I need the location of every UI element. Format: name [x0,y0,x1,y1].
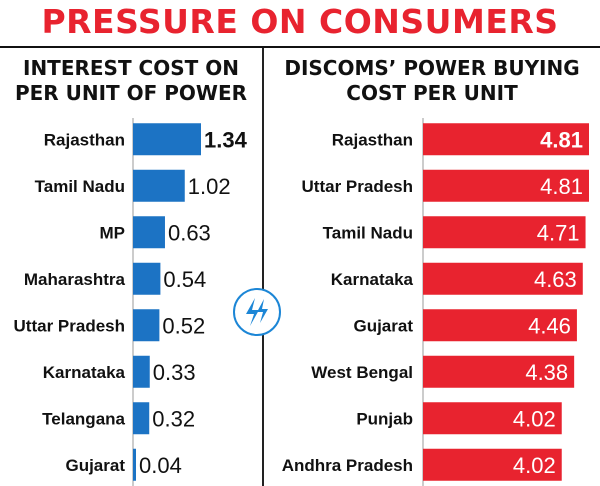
power-buying-panel-title: DISCOMS’ POWER BUYING COST PER UNIT [284,56,580,105]
right-bar [423,309,577,342]
left-category-label: MP [100,223,126,242]
right-bar [423,169,589,202]
right-value-label: 4.02 [513,453,556,478]
left-category-label: Rajasthan [44,130,125,149]
left-value-label: 0.52 [162,313,205,338]
right-value-label: 4.81 [540,127,583,152]
title-divider [0,46,600,48]
right-value-label: 4.71 [537,220,580,245]
right-bar [423,402,562,435]
left-value-label: 0.32 [152,406,195,431]
chart-title: PRESSURE ON CONSUMERS [41,2,559,41]
right-category-label: Uttar Pradesh [302,177,413,196]
left-value-label: 0.33 [153,360,196,385]
left-category-label: Telangana [42,409,125,428]
left-value-label: 0.04 [139,453,182,478]
right-bar [423,123,589,156]
lightning-bolt-icon [233,288,281,336]
left-bar [133,402,150,435]
right-bar [423,216,586,249]
left-bar [133,355,150,388]
left-bar [133,123,201,156]
left-value-label: 1.34 [204,127,248,152]
left-category-label: Tamil Nadu [35,177,125,196]
left-value-label: 0.63 [168,220,211,245]
right-category-label: West Bengal [311,363,413,382]
left-category-label: Maharashtra [24,270,126,289]
left-category-label: Uttar Pradesh [14,316,125,335]
left-category-label: Gujarat [65,456,125,475]
left-bar [133,309,160,342]
right-category-label: Tamil Nadu [323,223,413,242]
right-category-label: Gujarat [353,316,413,335]
panel-divider [262,48,264,486]
right-value-label: 4.46 [528,313,571,338]
left-category-label: Karnataka [43,363,126,382]
right-bar [423,448,562,481]
left-bar [133,216,165,249]
left-bar [133,169,185,202]
right-category-label: Andhra Pradesh [282,456,413,475]
right-value-label: 4.38 [525,360,568,385]
left-bar [133,448,136,481]
left-value-label: 1.02 [188,174,231,199]
right-category-label: Karnataka [331,270,414,289]
right-category-label: Punjab [356,409,413,428]
left-value-label: 0.54 [163,267,206,292]
right-value-label: 4.81 [540,174,583,199]
right-value-label: 4.02 [513,406,556,431]
right-category-label: Rajasthan [332,130,413,149]
right-bar [423,355,575,388]
interest-cost-bar-chart: Rajasthan 1.34 Tamil Nadu 1.02 MP 0.63 Maharas… [14,118,248,486]
interest-cost-panel-title: INTEREST COST ON PER UNIT OF POWER [14,56,248,105]
left-bar [133,262,161,295]
right-value-label: 4.63 [534,267,577,292]
right-bar [423,262,583,295]
